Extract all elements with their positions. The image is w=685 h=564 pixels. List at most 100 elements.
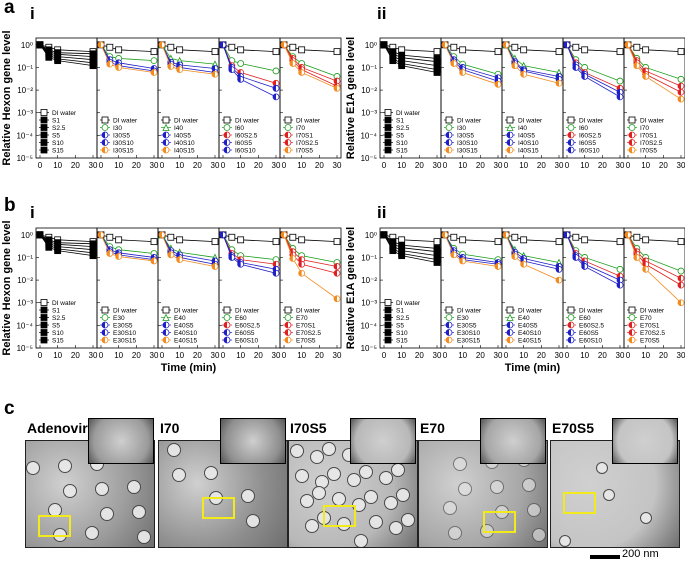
- data-point: [272, 84, 280, 92]
- series-line: [383, 44, 438, 59]
- legend-marker: [628, 314, 636, 321]
- data-point-fill: [678, 83, 681, 90]
- data-point: [333, 269, 341, 277]
- data-point: [642, 46, 650, 54]
- series-line: [161, 44, 216, 73]
- legend-marker-fill: [446, 322, 449, 328]
- data-point-fill: [298, 270, 302, 277]
- legend-marker: [628, 139, 636, 146]
- legend-marker: [567, 124, 575, 131]
- legend-entry: S10: [52, 330, 64, 337]
- series-line: [383, 44, 438, 67]
- legend-marker-fill: [224, 337, 227, 343]
- data-point-fill: [289, 255, 293, 262]
- legend-marker-fill: [224, 147, 227, 153]
- legend-marker-fill: [285, 139, 288, 146]
- data-point-fill: [176, 256, 180, 263]
- legend-entry: I60S2.5: [235, 133, 258, 140]
- legend-entry: DI water: [396, 300, 421, 307]
- legend-marker: [445, 329, 453, 336]
- data-point: [89, 62, 97, 70]
- x-tick-label: 20: [254, 161, 263, 170]
- data-point-fill: [237, 261, 241, 268]
- legend-marker: [101, 329, 109, 336]
- legend-entry: S2.5: [396, 125, 410, 132]
- data-point: [228, 254, 236, 261]
- data-point-fill: [115, 64, 119, 71]
- legend-marker: [628, 116, 636, 124]
- x-tick-label: 30: [89, 351, 98, 360]
- series-line: [383, 44, 438, 63]
- data-point: [150, 69, 158, 76]
- series-line: [39, 44, 94, 58]
- x-tick-label: 10: [236, 161, 245, 170]
- micrograph-title: E70S5: [552, 420, 595, 436]
- micrograph-title: I70: [160, 420, 180, 436]
- x-tick-label: 0: [443, 161, 448, 170]
- legend-entry: E60S10: [579, 338, 603, 345]
- data-point-fill: [98, 231, 101, 238]
- legend-marker-fill: [446, 147, 449, 153]
- zoom-region-box: [38, 515, 71, 537]
- legend-entry: E40S10: [518, 330, 542, 337]
- series-line: [283, 234, 338, 263]
- data-point-fill: [564, 41, 567, 48]
- legend-marker: [628, 146, 636, 154]
- data-point-fill: [495, 263, 498, 270]
- data-point: [289, 233, 297, 241]
- data-point: [272, 48, 280, 56]
- data-point-fill: [633, 254, 637, 261]
- x-tick-label: 20: [476, 351, 485, 360]
- legend-entry: I40: [518, 125, 527, 132]
- legend-entry: S15: [52, 148, 64, 155]
- data-point-fill: [98, 41, 101, 48]
- legend-marker: [40, 109, 48, 116]
- series-line: [505, 44, 560, 84]
- data-point: [280, 231, 288, 239]
- legend-marker: [445, 131, 453, 139]
- data-point: [398, 252, 406, 260]
- legend-entry: S10: [52, 140, 64, 147]
- series-line: [505, 234, 560, 243]
- series-line: [161, 44, 216, 65]
- x-tick-label: 0: [626, 351, 631, 360]
- legend-marker-fill: [507, 132, 510, 138]
- series-line: [444, 234, 499, 267]
- y-tick-label: 10⁻⁴: [16, 321, 33, 330]
- legend-marker-fill: [568, 329, 571, 336]
- data-point: [36, 231, 44, 239]
- data-point: [633, 233, 641, 241]
- legend-marker: [40, 306, 48, 314]
- data-point-fill: [212, 71, 215, 78]
- micrograph-inset: [612, 418, 678, 464]
- series-line: [222, 234, 277, 265]
- legend-marker-fill: [568, 337, 571, 343]
- legend-entry: DI water: [235, 118, 260, 125]
- legend-marker: [506, 329, 514, 336]
- data-point: [502, 231, 510, 239]
- data-point-fill: [556, 277, 559, 284]
- series-line: [283, 234, 338, 274]
- virus-particle: [310, 450, 324, 464]
- x-tick-label: 0: [160, 351, 165, 360]
- data-point: [298, 46, 306, 54]
- data-point-fill: [503, 231, 506, 238]
- data-point-fill: [625, 231, 628, 238]
- legend-marker: [101, 139, 109, 146]
- y-axis-label: Relative E1A gene level: [345, 227, 357, 350]
- legend-marker: [162, 336, 170, 344]
- legend-marker: [567, 306, 575, 314]
- virus-particle: [300, 494, 314, 508]
- legend-marker: [40, 329, 48, 336]
- data-point: [167, 233, 175, 241]
- data-point: [677, 238, 685, 246]
- virus-particle: [337, 517, 351, 531]
- legend-entry: I30S5: [113, 133, 130, 140]
- x-tick-label: 30: [272, 351, 281, 360]
- series-line: [283, 44, 338, 89]
- legend-marker: [567, 116, 575, 124]
- legend-entry: I30S10: [457, 140, 478, 147]
- series-line: [39, 234, 94, 257]
